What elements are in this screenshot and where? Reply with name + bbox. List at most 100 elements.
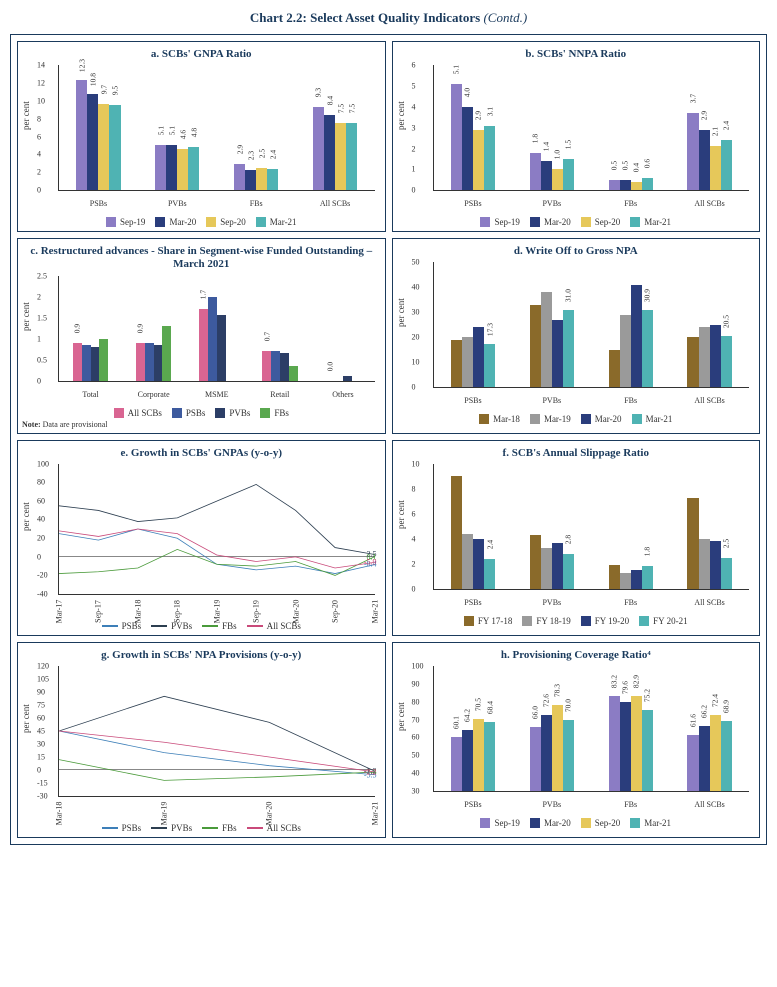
bar [217,315,226,380]
bar [552,543,563,589]
bar [620,702,631,791]
bar-value-label: 66.2 [700,705,709,718]
bar [609,350,620,388]
bar [699,539,710,589]
bar [631,182,642,190]
bar-value-label: 3.7 [688,94,697,103]
bar [687,113,698,190]
legend-label: Sep-19 [494,818,520,828]
x-tick: PVBs [168,199,187,208]
bar [563,554,574,589]
bar [256,168,267,190]
bar-value-label: 4.0 [463,88,472,97]
y-tick: 2 [37,168,41,177]
bar [710,715,721,791]
y-tick: 50 [412,751,420,760]
y-tick: 4 [412,534,416,543]
chart-title: e. Growth in SCBs' GNPAs (y-o-y) [22,447,381,460]
line-series [59,696,375,771]
panel-f: f. SCB's Annual Slippage Ratioper cent02… [392,440,761,636]
bar [346,123,357,190]
x-tick: Mar-17 [55,599,64,623]
y-tick: 0 [37,186,41,195]
x-tick: Retail [270,390,289,399]
bar-value-label: 12.3 [77,59,86,72]
bar-value-label: 72.6 [542,694,551,707]
bar [687,498,698,589]
legend: Mar-18Mar-19Mar-20Mar-21 [397,414,756,424]
bar [687,337,698,387]
bar-value-label: 68.4 [485,701,494,714]
legend-swatch [247,827,263,829]
legend-label: Mar-21 [270,217,297,227]
chart-title: g. Growth in SCBs' NPA Provisions (y-o-y… [22,649,381,662]
bar-value-label: 1.0 [553,150,562,159]
line-series [59,760,375,781]
legend-swatch [151,625,167,627]
bar [73,343,82,381]
y-tick: 80 [37,478,45,487]
y-tick: 10 [412,358,420,367]
y-tick: 30 [412,786,420,795]
legend-label: Sep-20 [595,818,621,828]
y-tick: 105 [37,674,49,683]
legend-item: PVBs [215,408,250,418]
bar-value-label: 30.9 [643,289,652,302]
bar [98,104,109,191]
page-title: Chart 2.2: Select Asset Quality Indicato… [10,10,767,26]
y-tick: 10 [412,459,420,468]
bar-value-label: 2.1 [711,127,720,136]
x-tick: Sep-20 [331,600,340,623]
bar-value-label: 1.7 [199,290,208,299]
bar [563,310,574,388]
bar [541,715,552,791]
legend-swatch [202,827,218,829]
legend-swatch [530,217,540,227]
bar [462,107,473,190]
page-title-main: Chart 2.2: Select Asset Quality Indicato… [250,10,480,25]
y-tick: 8 [37,114,41,123]
y-axis-label: per cent [21,503,31,532]
bar-value-label: 2.4 [485,540,494,549]
legend-label: PVBs [171,823,192,833]
x-tick: FBs [624,396,637,405]
bar [245,170,256,191]
bar [177,149,188,190]
bar-value-label: 0.7 [262,332,271,341]
bar-value-label: 0.5 [621,161,630,170]
y-tick: 3 [412,123,416,132]
plot-area: -40-20020406080100-8.42.50.1-5.9Mar-17Se… [58,464,375,595]
bar [109,105,120,190]
bar-value-label: 1.8 [643,547,652,556]
line-series [59,549,375,575]
bar-value-label: 2.4 [268,150,277,159]
legend: PSBsPVBsFBsAll SCBs [22,823,381,833]
legend: Sep-19 Mar-20 Sep-20 Mar-21 [397,818,756,828]
bar-value-label: 70.0 [564,698,573,711]
legend-label: Mar-20 [544,818,571,828]
outer-border: a. SCBs' GNPA Ratioper cent0246810121412… [10,34,767,845]
legend-item: Mar-19 [530,414,571,424]
bar-value-label: 7.5 [336,104,345,113]
legend-swatch [114,408,124,418]
y-tick: 2 [412,144,416,153]
legend-swatch [581,818,591,828]
y-tick: 14 [37,61,45,70]
bar-value-label: 4.6 [178,130,187,139]
bar [484,126,495,191]
legend-item: Mar-21 [632,414,673,424]
bar-value-label: 2.9 [474,111,483,120]
x-tick: PSBs [464,800,481,809]
y-tick: 2 [412,559,416,568]
legend-item: Sep-19 [480,818,520,828]
bar [462,730,473,791]
bar-value-label: 1.4 [542,142,551,151]
bar-value-label: 17.3 [485,323,494,336]
legend-item: Mar-21 [630,818,671,828]
y-axis-label: per cent [396,500,406,529]
bar [699,726,710,791]
bar-value-label: 20.5 [722,315,731,328]
bar-value-label: 2.8 [564,535,573,544]
bar [335,123,346,190]
legend-swatch [106,217,116,227]
